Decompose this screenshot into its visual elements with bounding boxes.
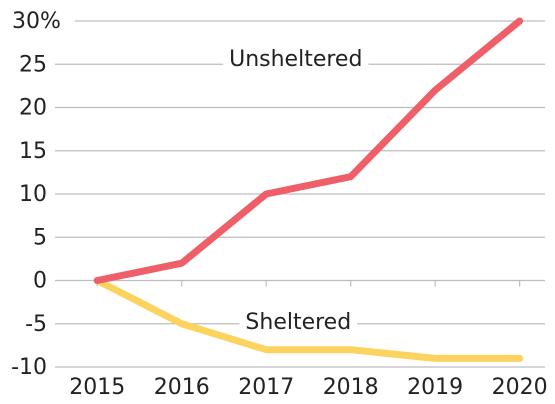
annotation-bg: [239, 309, 358, 335]
y-tick-label: 25: [19, 52, 47, 77]
x-tick-label: 2016: [154, 375, 210, 400]
x-tick-label: 2015: [69, 375, 125, 400]
x-tick-label: 2019: [407, 375, 463, 400]
series-line: [93, 277, 524, 362]
y-tick-label: 0: [33, 269, 47, 294]
y-tick-label: 15: [19, 139, 47, 164]
y-tick-label: 20: [19, 96, 47, 121]
y-tick-label: -10: [11, 355, 47, 380]
y-tick-label: 10: [19, 182, 47, 207]
y-tick-label: 30%: [12, 9, 61, 34]
x-tick-label: 2020: [492, 375, 548, 400]
y-tick-label: 5: [33, 225, 47, 250]
x-tick-label: 2018: [323, 375, 379, 400]
annotation-bg: [223, 46, 369, 72]
x-tick-label: 2017: [238, 375, 294, 400]
annotation: Sheltered: [245, 310, 351, 335]
y-tick-label: -5: [25, 312, 47, 337]
series-line: [93, 17, 524, 284]
annotation: Unsheltered: [229, 47, 362, 72]
